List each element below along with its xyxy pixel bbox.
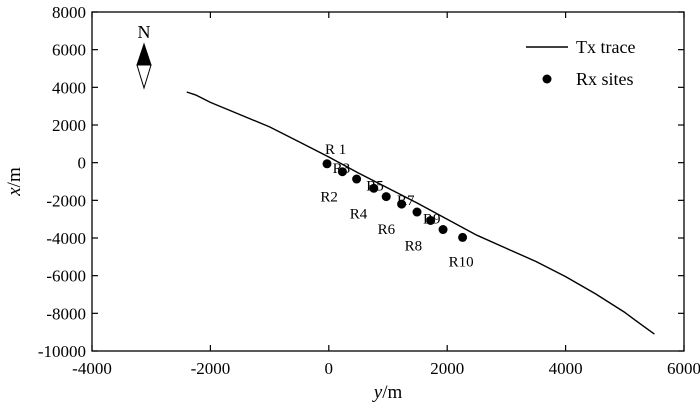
rx-site — [381, 192, 391, 202]
rx-site-label: R4 — [350, 206, 368, 222]
x-tick-label: 0 — [325, 359, 334, 378]
rx-site — [438, 225, 448, 235]
rx-site — [337, 167, 347, 177]
rx-site — [426, 215, 436, 225]
rx-site — [322, 159, 332, 169]
rx-site — [458, 232, 468, 242]
y-tick-label: -6000 — [46, 267, 86, 286]
y-tick-label: -2000 — [46, 191, 86, 210]
rx-site-label: R2 — [320, 190, 338, 206]
rx-site-label: R 1 — [325, 142, 346, 158]
x-axis-label-var: y — [372, 382, 383, 403]
y-axis-label-var: x — [4, 187, 25, 197]
north-arrow-icon — [136, 42, 152, 66]
y-tick-label: -4000 — [46, 229, 86, 248]
y-tick-label: 2000 — [52, 116, 86, 135]
rx-site — [412, 207, 422, 217]
north-arrow: N — [136, 22, 152, 90]
axes: -4000 -2000 0 2000 4000 6000 -10000 -8000 -6000 -… — [4, 3, 700, 403]
y-axis-label: x/m — [4, 167, 25, 197]
rx-site-label: R10 — [449, 254, 474, 270]
y-tick-label: 4000 — [52, 78, 86, 97]
y-tick-label: 0 — [78, 154, 87, 173]
x-axis-label-unit: /m — [382, 382, 402, 403]
y-tick-label: -8000 — [46, 304, 86, 323]
y-tick-label: 6000 — [52, 41, 86, 60]
rx-site-label: R8 — [405, 238, 423, 254]
y-tick-label: 8000 — [52, 3, 86, 22]
x-tick-label: 4000 — [549, 359, 583, 378]
plot-frame — [91, 11, 685, 352]
legend-label: Tx trace — [576, 37, 635, 57]
rx-site-label: R9 — [423, 212, 441, 228]
legend-dot-marker — [542, 74, 552, 84]
x-tick-label: -4000 — [72, 359, 112, 378]
plot-data — [186, 91, 655, 335]
legend: Tx trace Rx sites — [526, 37, 635, 89]
south-arrow-icon — [136, 64, 152, 90]
rx-site — [352, 174, 362, 184]
rx-site-label: R7 — [397, 193, 415, 209]
rx-site — [397, 199, 407, 209]
x-tick-label: -2000 — [191, 359, 231, 378]
x-axis-label: y/m — [372, 382, 403, 403]
rx-site-label: R6 — [378, 222, 396, 238]
legend-label: Rx sites — [576, 69, 634, 89]
y-axis-label-unit: /m — [4, 167, 25, 187]
rx-site — [369, 183, 379, 193]
tx-trace-line — [186, 91, 655, 335]
y-tick-label: -10000 — [38, 342, 86, 361]
x-tick-label: 6000 — [667, 359, 700, 378]
rx-site-label: R3 — [333, 161, 351, 177]
rx-site-label: R5 — [366, 179, 384, 195]
x-tick-label: 2000 — [430, 359, 464, 378]
north-arrow-label: N — [138, 22, 151, 42]
